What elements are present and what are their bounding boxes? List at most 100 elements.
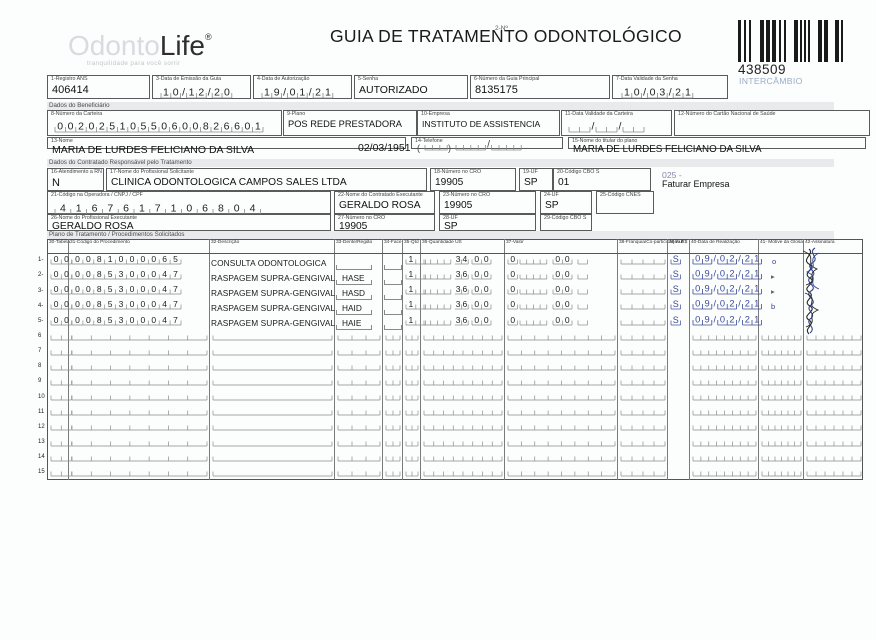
svg-text:6: 6	[462, 314, 467, 324]
svg-text:1: 1	[76, 203, 82, 215]
svg-text:0: 0	[54, 314, 59, 324]
svg-text:1: 1	[754, 284, 759, 294]
svg-text:0: 0	[475, 284, 480, 294]
svg-text:9: 9	[705, 314, 710, 324]
svg-text:1: 1	[754, 299, 759, 309]
svg-text:4: 4	[162, 299, 167, 309]
svg-text:0: 0	[64, 314, 69, 324]
svg-text:2: 2	[78, 121, 84, 133]
svg-text:0: 0	[68, 121, 74, 133]
svg-text:3: 3	[119, 299, 124, 309]
svg-text:6: 6	[123, 203, 129, 215]
svg-text:0: 0	[555, 284, 560, 294]
svg-text:0: 0	[720, 314, 725, 324]
svg-text:5: 5	[173, 254, 178, 264]
svg-text:7: 7	[107, 203, 113, 215]
svg-text:0: 0	[565, 269, 570, 279]
svg-text:0: 0	[510, 269, 515, 279]
svg-text:6: 6	[462, 299, 467, 309]
svg-text:/: /	[643, 87, 646, 99]
svg-text:0: 0	[720, 254, 725, 264]
svg-text:0: 0	[565, 284, 570, 294]
svg-text:/: /	[714, 299, 717, 309]
svg-text:0: 0	[86, 299, 91, 309]
svg-text:6: 6	[234, 121, 240, 133]
svg-text:0: 0	[57, 121, 63, 133]
svg-text:0: 0	[54, 284, 59, 294]
svg-text:3: 3	[456, 314, 461, 324]
svg-text:0: 0	[565, 254, 570, 264]
svg-text:6: 6	[224, 121, 230, 133]
svg-text:0: 0	[695, 254, 700, 264]
svg-text:0: 0	[161, 121, 167, 133]
svg-text:/: /	[208, 87, 211, 99]
svg-text:/: /	[738, 299, 741, 309]
svg-text:0: 0	[140, 254, 145, 264]
svg-text:2: 2	[213, 121, 219, 133]
svg-text:0: 0	[475, 314, 480, 324]
svg-text:0: 0	[140, 314, 145, 324]
svg-text:4: 4	[162, 284, 167, 294]
svg-text:3: 3	[119, 314, 124, 324]
svg-text:0: 0	[510, 254, 515, 264]
svg-text:0: 0	[130, 269, 135, 279]
svg-text:/: /	[669, 87, 672, 99]
svg-text:0: 0	[130, 121, 136, 133]
svg-text:0: 0	[720, 269, 725, 279]
svg-text:0: 0	[510, 314, 515, 324]
svg-text:0: 0	[130, 284, 135, 294]
svg-text:0: 0	[555, 269, 560, 279]
svg-text:2: 2	[729, 284, 734, 294]
svg-text:1: 1	[754, 314, 759, 324]
svg-text:1: 1	[754, 254, 759, 264]
svg-text:9: 9	[705, 284, 710, 294]
svg-text:0: 0	[484, 314, 489, 324]
svg-text:0: 0	[720, 299, 725, 309]
svg-text:0: 0	[720, 284, 725, 294]
svg-text:1: 1	[409, 284, 414, 294]
svg-text:/: /	[738, 269, 741, 279]
svg-text:1: 1	[409, 299, 414, 309]
svg-text:1: 1	[409, 254, 414, 264]
svg-text:9: 9	[274, 87, 280, 99]
svg-text:0: 0	[555, 254, 560, 264]
svg-text:1: 1	[189, 87, 195, 99]
svg-text:5: 5	[108, 299, 113, 309]
svg-text:0: 0	[695, 284, 700, 294]
svg-text:0: 0	[130, 314, 135, 324]
svg-text:S: S	[673, 314, 679, 324]
svg-text:9: 9	[705, 254, 710, 264]
svg-text:0: 0	[64, 269, 69, 279]
svg-text:2: 2	[214, 87, 220, 99]
svg-text:6: 6	[172, 121, 178, 133]
svg-text:2: 2	[745, 299, 750, 309]
svg-text:4: 4	[60, 203, 66, 215]
svg-text:0: 0	[130, 299, 135, 309]
svg-text:0: 0	[54, 269, 59, 279]
svg-text:0: 0	[634, 87, 640, 99]
svg-text:2: 2	[99, 121, 105, 133]
svg-text:3: 3	[119, 284, 124, 294]
svg-text:1: 1	[108, 254, 113, 264]
svg-text:0: 0	[151, 284, 156, 294]
svg-text:8: 8	[97, 314, 102, 324]
svg-text:0: 0	[192, 121, 198, 133]
svg-text:0: 0	[695, 269, 700, 279]
svg-text:3: 3	[456, 284, 461, 294]
svg-text:/: /	[283, 87, 286, 99]
svg-text:2: 2	[745, 254, 750, 264]
svg-text:5: 5	[108, 314, 113, 324]
svg-text:S: S	[673, 299, 679, 309]
svg-text:0: 0	[555, 314, 560, 324]
svg-text:0: 0	[565, 299, 570, 309]
svg-text:2: 2	[729, 299, 734, 309]
svg-text:3: 3	[119, 269, 124, 279]
svg-text:8: 8	[203, 121, 209, 133]
svg-text:1: 1	[299, 87, 305, 99]
svg-text:1: 1	[325, 87, 331, 99]
svg-text:1: 1	[120, 121, 126, 133]
svg-text:0: 0	[484, 254, 489, 264]
svg-text:/: /	[592, 121, 595, 133]
svg-text:0: 0	[151, 269, 156, 279]
svg-text:0: 0	[119, 254, 124, 264]
